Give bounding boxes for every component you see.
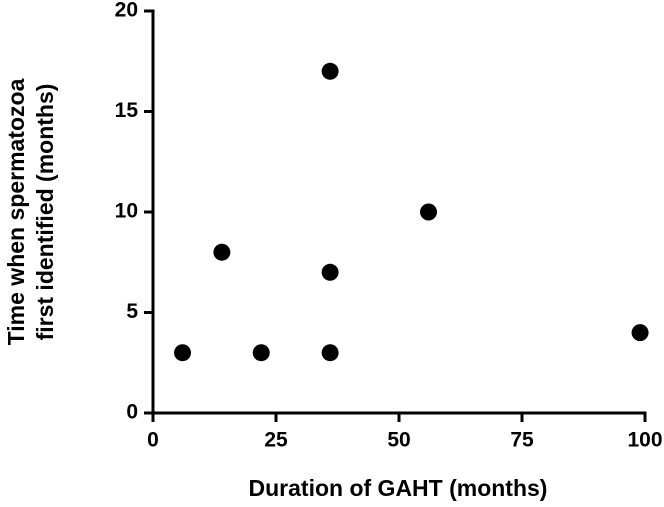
point bbox=[213, 243, 231, 261]
y-tick-label: 5 bbox=[126, 300, 138, 323]
x-axis-label: Duration of GAHT (months) bbox=[249, 475, 548, 501]
point bbox=[252, 344, 270, 362]
y-axis-label: Time when spermatozoa bbox=[3, 78, 29, 345]
y-tick-label: 0 bbox=[126, 401, 138, 424]
point bbox=[174, 344, 192, 362]
point bbox=[420, 203, 438, 221]
point bbox=[321, 344, 339, 362]
x-tick-label: 75 bbox=[510, 429, 534, 452]
y-tick-label: 20 bbox=[115, 0, 138, 22]
y-tick-label: 15 bbox=[115, 99, 139, 122]
y-axis-label: first identified (months) bbox=[32, 84, 58, 341]
point bbox=[631, 324, 649, 342]
x-tick-label: 100 bbox=[627, 429, 662, 452]
x-tick-label: 0 bbox=[147, 429, 159, 452]
point bbox=[321, 62, 339, 80]
x-tick-label: 50 bbox=[387, 429, 410, 452]
point bbox=[321, 263, 339, 281]
x-tick-label: 25 bbox=[264, 429, 288, 452]
y-tick-label: 10 bbox=[115, 200, 138, 223]
